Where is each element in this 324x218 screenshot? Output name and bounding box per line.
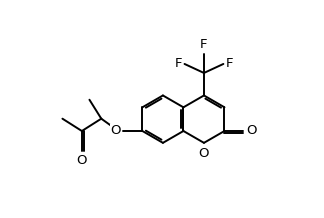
Text: F: F [200, 38, 208, 51]
Text: F: F [226, 58, 234, 70]
Text: O: O [246, 124, 256, 138]
Text: F: F [174, 58, 182, 70]
Text: O: O [110, 124, 121, 138]
Text: O: O [199, 147, 209, 160]
Text: O: O [76, 154, 87, 167]
